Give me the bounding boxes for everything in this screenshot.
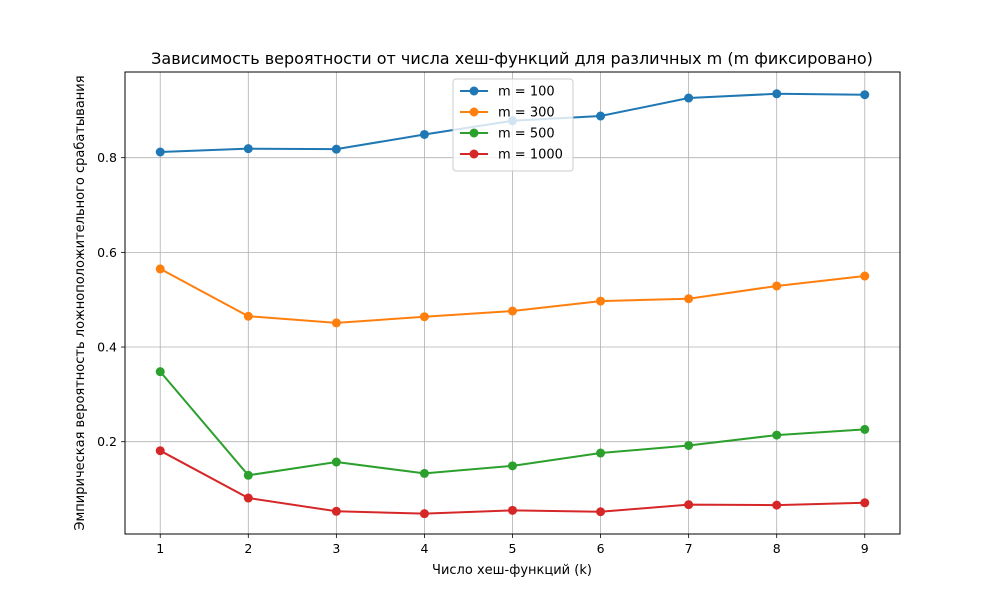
data-point xyxy=(155,367,165,377)
x-tick-label: 6 xyxy=(597,541,605,556)
legend-label: m = 100 xyxy=(498,85,555,100)
data-point xyxy=(860,498,870,508)
x-axis-label: Число хеш-функций (k) xyxy=(432,563,592,578)
legend-item: m = 1000 xyxy=(460,148,563,163)
data-point xyxy=(331,144,341,154)
y-tick-label: 0.2 xyxy=(97,434,117,449)
data-point xyxy=(772,281,782,291)
data-point xyxy=(684,440,694,450)
data-point xyxy=(772,500,782,510)
data-point xyxy=(243,470,253,480)
data-point xyxy=(684,500,694,510)
data-point xyxy=(155,147,165,157)
y-axis-label: Эмпирическая вероятность ложноположитель… xyxy=(73,75,88,530)
data-point xyxy=(772,89,782,99)
legend-box xyxy=(452,78,574,172)
y-tick-label: 0.6 xyxy=(97,245,117,260)
data-point xyxy=(508,306,517,316)
data-point xyxy=(155,264,165,274)
legend-marker xyxy=(469,107,479,117)
data-point xyxy=(419,129,429,139)
x-tick-label: 1 xyxy=(156,541,164,556)
data-point xyxy=(243,144,253,154)
data-point xyxy=(419,468,429,478)
data-point xyxy=(860,424,870,434)
data-point xyxy=(596,448,606,458)
x-tick-label: 5 xyxy=(509,541,517,556)
data-point xyxy=(772,430,782,440)
data-point xyxy=(860,90,870,100)
data-point xyxy=(155,446,165,456)
data-point xyxy=(419,312,429,322)
legend-marker xyxy=(469,149,479,159)
y-tick-label: 0.8 xyxy=(97,150,117,165)
legend-marker xyxy=(469,128,479,138)
legend-item: m = 300 xyxy=(460,106,555,121)
legend: m = 100 m = 300 m = 500 m = 1000 xyxy=(452,78,574,172)
legend-label: m = 300 xyxy=(498,106,555,121)
data-point xyxy=(596,111,606,121)
legend-item: m = 500 xyxy=(460,127,555,142)
data-point xyxy=(508,505,517,515)
data-point xyxy=(243,493,253,503)
y-tick-label: 0.4 xyxy=(97,340,117,355)
data-point xyxy=(596,296,606,306)
data-point xyxy=(684,294,694,304)
x-tick-label: 2 xyxy=(244,541,252,556)
data-point xyxy=(331,318,341,328)
x-tick-label: 9 xyxy=(861,541,869,556)
series-1 xyxy=(155,264,870,328)
legend-marker xyxy=(469,86,479,96)
data-point xyxy=(684,93,694,103)
axis-ticks: 1 2 3 4 5 6 7 8 9 0.2 0.4 0.6 0.8 xyxy=(97,150,869,556)
x-tick-label: 4 xyxy=(420,541,428,556)
series-3 xyxy=(155,446,870,519)
legend-item: m = 100 xyxy=(460,85,555,100)
x-tick-label: 7 xyxy=(685,541,693,556)
chart-title: Зависимость вероятности от числа хеш-фун… xyxy=(151,49,873,68)
x-tick-label: 8 xyxy=(773,541,781,556)
data-point xyxy=(419,509,429,519)
data-point xyxy=(331,506,341,516)
legend-label: m = 500 xyxy=(498,127,555,142)
data-point xyxy=(508,461,517,471)
legend-label: m = 1000 xyxy=(498,148,563,163)
data-point xyxy=(331,457,341,467)
data-point xyxy=(860,271,870,281)
data-point xyxy=(596,507,606,517)
series-2 xyxy=(155,367,870,480)
x-tick-label: 3 xyxy=(332,541,340,556)
data-point xyxy=(243,311,253,321)
